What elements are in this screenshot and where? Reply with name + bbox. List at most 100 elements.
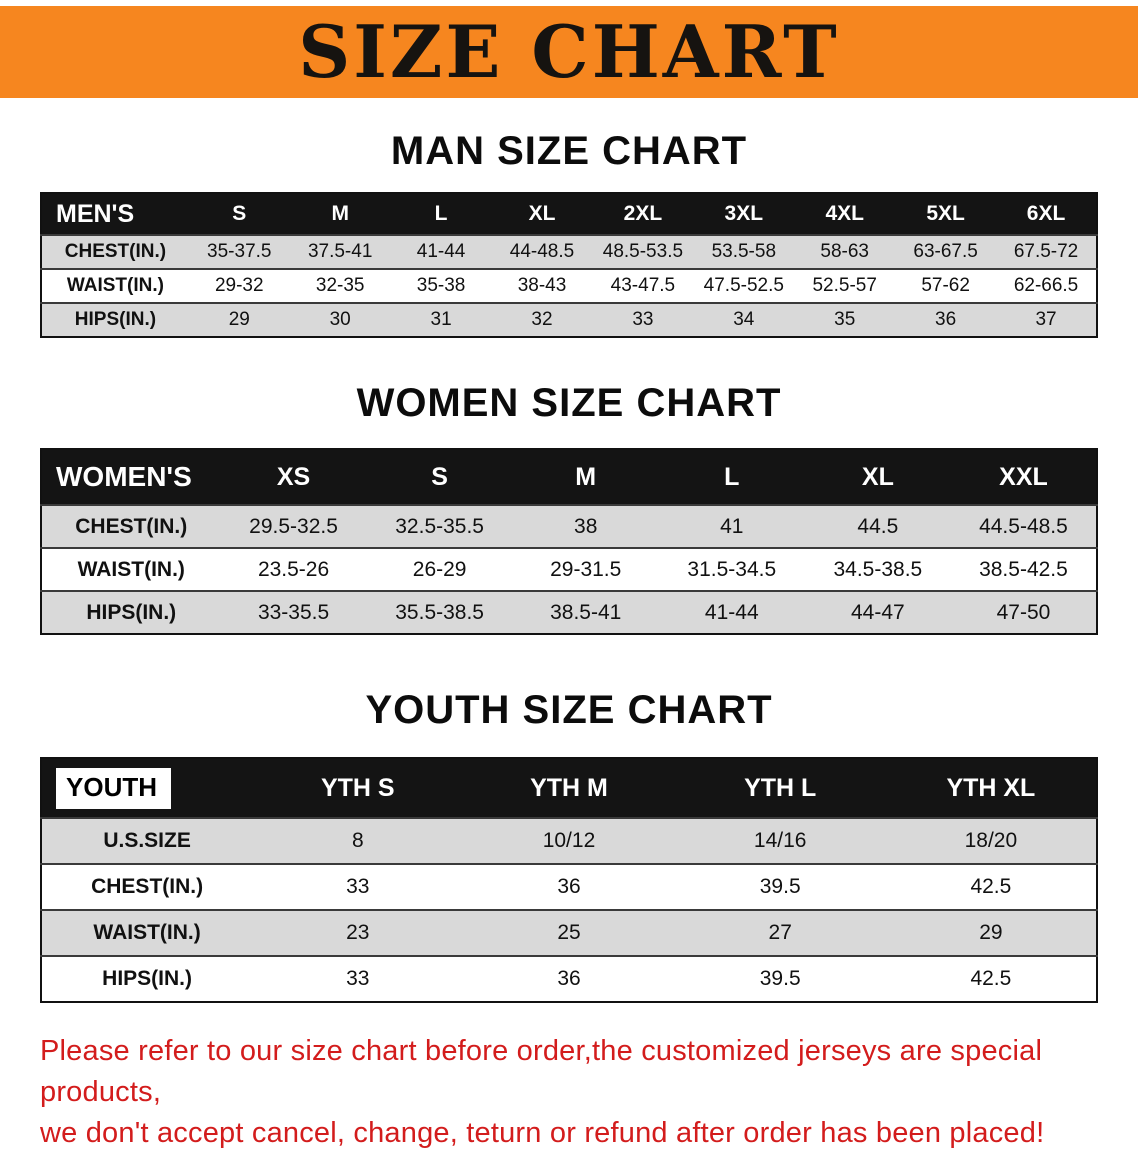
women-value-cell: 41-44 bbox=[704, 600, 759, 624]
men-value-cell: 53.5-58 bbox=[711, 241, 777, 262]
men-value-cell: 29-32 bbox=[214, 275, 264, 296]
women-value-cell: 23.5-26 bbox=[257, 557, 330, 581]
women-row-label: CHEST(IN.) bbox=[75, 514, 188, 538]
youth-value-cell: 39.5 bbox=[759, 967, 801, 990]
youth-data-row-3: HIPS(IN.) 33 36 39.5 42.5 bbox=[41, 956, 1097, 1002]
women-data-row-0: CHEST(IN.) 29.5-32.5 32.5-35.5 38 41 44.5 44.5… bbox=[41, 505, 1097, 548]
women-value-cell: 31.5-34.5 bbox=[687, 557, 777, 581]
men-header-cell-2: M bbox=[289, 193, 391, 235]
women-header-cell-5: XL bbox=[804, 449, 951, 505]
women-value-cell: 44-47 bbox=[851, 600, 905, 624]
women-header-cell-2: S bbox=[366, 449, 513, 505]
size-chart-banner: SIZE CHART bbox=[0, 6, 1138, 98]
men-value-cell: 67.5-72 bbox=[1013, 241, 1079, 262]
men-data-row-0: CHEST(IN.) 35-37.5 37.5-41 41-44 44-48.5 48.5… bbox=[41, 235, 1097, 269]
women-value-cell: 29-31.5 bbox=[550, 557, 622, 581]
men-value-cell: 34 bbox=[733, 309, 755, 330]
women-value-cell: 34.5-38.5 bbox=[833, 557, 923, 581]
men-value-cell: 44-48.5 bbox=[509, 241, 575, 262]
youth-value-cell: 36 bbox=[557, 967, 581, 990]
youth-header-cell-label: YTH XL bbox=[946, 773, 1036, 802]
men-value-cell: 35 bbox=[834, 309, 856, 330]
disclaimer-line-2: we don't accept cancel, change, teturn o… bbox=[40, 1117, 1045, 1150]
men-value-cell: 43-47.5 bbox=[610, 275, 676, 296]
youth-value-cell: 33 bbox=[346, 967, 370, 990]
women-header-cell-label: S bbox=[431, 462, 448, 491]
youth-data-row-2: WAIST(IN.) 23 25 27 29 bbox=[41, 910, 1097, 956]
youth-value-cell: 42.5 bbox=[970, 875, 1012, 898]
youth-header-cell-0: YOUTH bbox=[41, 758, 253, 818]
men-value-cell: 31 bbox=[430, 309, 452, 330]
women-size-chart-heading: WOMEN SIZE CHART bbox=[356, 381, 782, 425]
men-header-row: MEN'S S M L XL 2XL 3XL 4XL 5XL 6XL bbox=[41, 193, 1097, 235]
women-header-cell-1: XS bbox=[220, 449, 367, 505]
youth-value-cell: 10/12 bbox=[542, 829, 596, 852]
men-value-cell: 29 bbox=[228, 309, 250, 330]
men-value-cell: 57-62 bbox=[921, 275, 970, 296]
men-value-cell: 37 bbox=[1035, 309, 1057, 330]
men-header-cell-label: 6XL bbox=[1026, 202, 1066, 225]
men-value-cell: 35-38 bbox=[416, 275, 466, 296]
youth-header-cell-label: YTH L bbox=[744, 773, 817, 802]
disclaimer-note: Please refer to our size chart before or… bbox=[40, 1031, 1098, 1155]
women-value-cell: 35.5-38.5 bbox=[395, 600, 484, 624]
youth-header-cell-3: YTH L bbox=[674, 758, 886, 818]
men-value-cell: 32-35 bbox=[315, 275, 365, 296]
youth-value-cell: 39.5 bbox=[759, 875, 801, 898]
men-header-cell-3: L bbox=[390, 193, 492, 235]
youth-size-chart-heading: YOUTH SIZE CHART bbox=[365, 688, 773, 732]
men-header-cell-label: 2XL bbox=[623, 202, 663, 225]
men-header-cell-label: 5XL bbox=[926, 202, 965, 225]
men-header-cell-5: 2XL bbox=[592, 193, 694, 235]
women-data-row-2: HIPS(IN.) 33-35.5 35.5-38.5 38.5-41 41-44 44-… bbox=[41, 591, 1097, 634]
men-table-wrapper: MEN'S S M L XL 2XL 3XL 4XL 5XL 6XL CHEST(IN.) 35-37… bbox=[40, 192, 1098, 338]
women-value-cell: 41 bbox=[720, 514, 744, 538]
men-value-cell: 30 bbox=[329, 309, 351, 330]
women-data-row-1: WAIST(IN.) 23.5-26 26-29 29-31.5 31.5-34.5 34… bbox=[41, 548, 1097, 591]
women-header-cell-label: M bbox=[575, 462, 597, 491]
women-table-wrapper: WOMEN'S XS S M L XL XXL CHEST(IN.) 29.5-32.5 32.5… bbox=[40, 448, 1098, 635]
youth-value-cell: 14/16 bbox=[753, 829, 807, 852]
women-value-cell: 33-35.5 bbox=[257, 600, 330, 624]
women-value-cell: 38 bbox=[574, 514, 598, 538]
men-header-cell-label: MEN'S bbox=[56, 199, 135, 228]
men-header-cell-9: 6XL bbox=[996, 193, 1097, 235]
women-header-cell-label: WOMEN'S bbox=[56, 461, 192, 492]
men-value-cell: 33 bbox=[632, 309, 654, 330]
men-header-cell-0: MEN'S bbox=[41, 193, 189, 235]
youth-size-table: YOUTH YTH S YTH M YTH L YTH XL U.S.SIZE 8 10/12… bbox=[40, 757, 1098, 1003]
men-header-cell-label: 4XL bbox=[825, 202, 864, 225]
men-header-cell-8: 5XL bbox=[895, 193, 997, 235]
men-header-cell-6: 3XL bbox=[693, 193, 795, 235]
youth-header-cell-1: YTH S bbox=[252, 758, 464, 818]
youth-header-cell-label: YOUTH bbox=[56, 767, 171, 809]
youth-value-cell: 29 bbox=[979, 921, 1003, 944]
men-header-cell-1: S bbox=[188, 193, 290, 235]
women-value-cell: 29.5-32.5 bbox=[249, 514, 338, 538]
men-row-label: WAIST(IN.) bbox=[66, 275, 164, 296]
men-value-cell: 63-67.5 bbox=[913, 241, 978, 262]
men-value-cell: 35-37.5 bbox=[207, 241, 272, 262]
women-header-cell-4: L bbox=[658, 449, 805, 505]
women-value-cell: 44.5-48.5 bbox=[979, 514, 1068, 538]
youth-value-cell: 36 bbox=[557, 875, 581, 898]
disclaimer-line-1: Please refer to our size chart before or… bbox=[40, 1035, 1043, 1109]
men-header-cell-label: M bbox=[331, 202, 349, 225]
youth-header-row: YOUTH YTH S YTH M YTH L YTH XL bbox=[41, 758, 1097, 818]
youth-value-cell: 27 bbox=[768, 921, 792, 944]
women-row-label: WAIST(IN.) bbox=[77, 557, 185, 581]
youth-header-cell-2: YTH M bbox=[463, 758, 675, 818]
men-header-cell-7: 4XL bbox=[794, 193, 896, 235]
women-header-cell-label: XXL bbox=[999, 462, 1048, 491]
women-value-cell: 32.5-35.5 bbox=[395, 514, 484, 538]
youth-table-wrapper: YOUTH YTH S YTH M YTH L YTH XL U.S.SIZE 8 10/12… bbox=[40, 757, 1098, 1003]
men-value-cell: 41-44 bbox=[416, 241, 466, 262]
women-value-cell: 38.5-41 bbox=[550, 600, 622, 624]
youth-header-cell-4: YTH XL bbox=[885, 758, 1097, 818]
men-row-label: HIPS(IN.) bbox=[74, 309, 157, 330]
men-header-cell-label: S bbox=[232, 202, 247, 225]
women-header-cell-3: M bbox=[512, 449, 659, 505]
youth-data-row-0: U.S.SIZE 8 10/12 14/16 18/20 bbox=[41, 818, 1097, 864]
women-header-cell-label: XS bbox=[276, 462, 311, 491]
men-header-cell-label: L bbox=[434, 202, 448, 225]
